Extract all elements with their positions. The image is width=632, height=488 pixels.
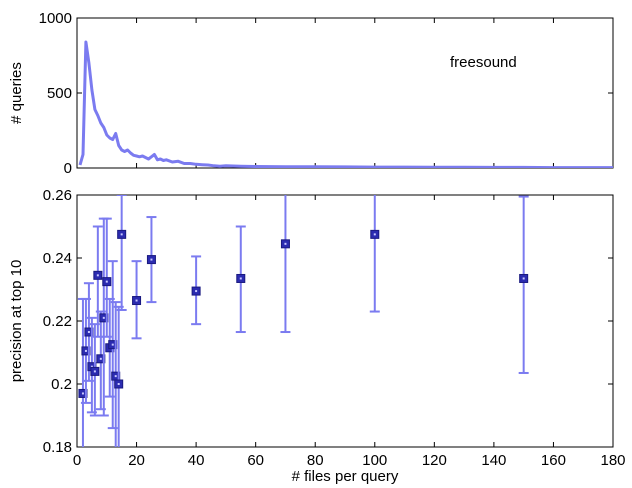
- y-tick-label: 0.2: [51, 376, 72, 393]
- x-tick-label: 120: [422, 452, 447, 469]
- top-panel: 0 500 1000 freesound # queries: [8, 10, 614, 177]
- precision-points: [77, 195, 529, 447]
- data-point-marker-center: [522, 277, 525, 280]
- x-tick-label: 60: [247, 452, 264, 469]
- top-y-tick-label: 0: [64, 160, 72, 177]
- top-y-tick-label: 500: [47, 85, 72, 102]
- x-tick-label: 40: [188, 452, 205, 469]
- top-y-axis-label: # queries: [8, 62, 25, 124]
- data-point-marker-center: [111, 343, 114, 346]
- top-annotation: freesound: [450, 54, 517, 71]
- x-tick-label: 0: [73, 452, 81, 469]
- top-ticks: 0 500 1000: [39, 10, 614, 177]
- data-point-marker-center: [96, 274, 99, 277]
- data-point-group: [107, 260, 118, 430]
- data-point-group: [92, 225, 103, 338]
- data-point-marker-center: [135, 299, 138, 302]
- x-tick-label: 140: [481, 452, 506, 469]
- bottom-panel: 0 20 40 60 80 100 120 140 160 180 0.18 0.2 0.22 0.24 0…: [8, 187, 626, 485]
- data-point-marker-center: [114, 375, 117, 378]
- data-point-marker-center: [195, 290, 198, 293]
- data-point-group: [116, 195, 127, 311]
- data-point-group: [191, 255, 202, 326]
- data-point-group: [518, 195, 529, 374]
- y-tick-label: 0.18: [43, 439, 72, 456]
- data-point-marker-center: [117, 383, 120, 385]
- x-tick-label: 160: [541, 452, 566, 469]
- data-point-group: [131, 260, 142, 340]
- data-point-group: [89, 323, 100, 417]
- data-point-marker-center: [90, 365, 93, 368]
- data-point-group: [101, 217, 112, 338]
- x-tick-label: 20: [128, 452, 145, 469]
- data-point-marker-center: [99, 357, 102, 360]
- data-point-marker-center: [93, 370, 96, 373]
- data-point-marker-center: [373, 233, 376, 236]
- data-point-marker-center: [84, 349, 87, 352]
- data-point-group: [369, 195, 380, 313]
- data-point-group: [280, 195, 291, 334]
- x-tick-label: 100: [362, 452, 387, 469]
- data-point-marker-center: [150, 258, 153, 261]
- data-point-marker-center: [239, 277, 242, 280]
- top-y-tick-label: 1000: [39, 10, 72, 27]
- x-tick-label: 80: [307, 452, 324, 469]
- bottom-ticks: 0 20 40 60 80 100 120 140 160 180 0.18 0.2 0.22 0.24 0…: [43, 187, 626, 469]
- bottom-plot-frame: [76, 194, 614, 448]
- data-point-marker-center: [102, 316, 105, 319]
- x-axis-label: # files per query: [292, 468, 399, 485]
- y-tick-label: 0.26: [43, 187, 72, 204]
- data-point-marker-center: [284, 242, 287, 245]
- data-point-group: [80, 297, 91, 404]
- y-tick-label: 0.22: [43, 313, 72, 330]
- data-point-marker-center: [105, 280, 108, 283]
- top-plot-frame: [76, 17, 614, 169]
- data-point-marker-center: [120, 233, 123, 236]
- data-point-group: [235, 225, 246, 334]
- bottom-y-axis-label: precision at top 10: [8, 260, 25, 383]
- y-tick-label: 0.24: [43, 250, 72, 267]
- data-point-marker-center: [81, 392, 84, 395]
- query-count-line: [78, 40, 613, 168]
- data-point-group: [146, 216, 157, 304]
- data-point-marker-center: [87, 331, 90, 334]
- x-tick-label: 180: [600, 452, 625, 469]
